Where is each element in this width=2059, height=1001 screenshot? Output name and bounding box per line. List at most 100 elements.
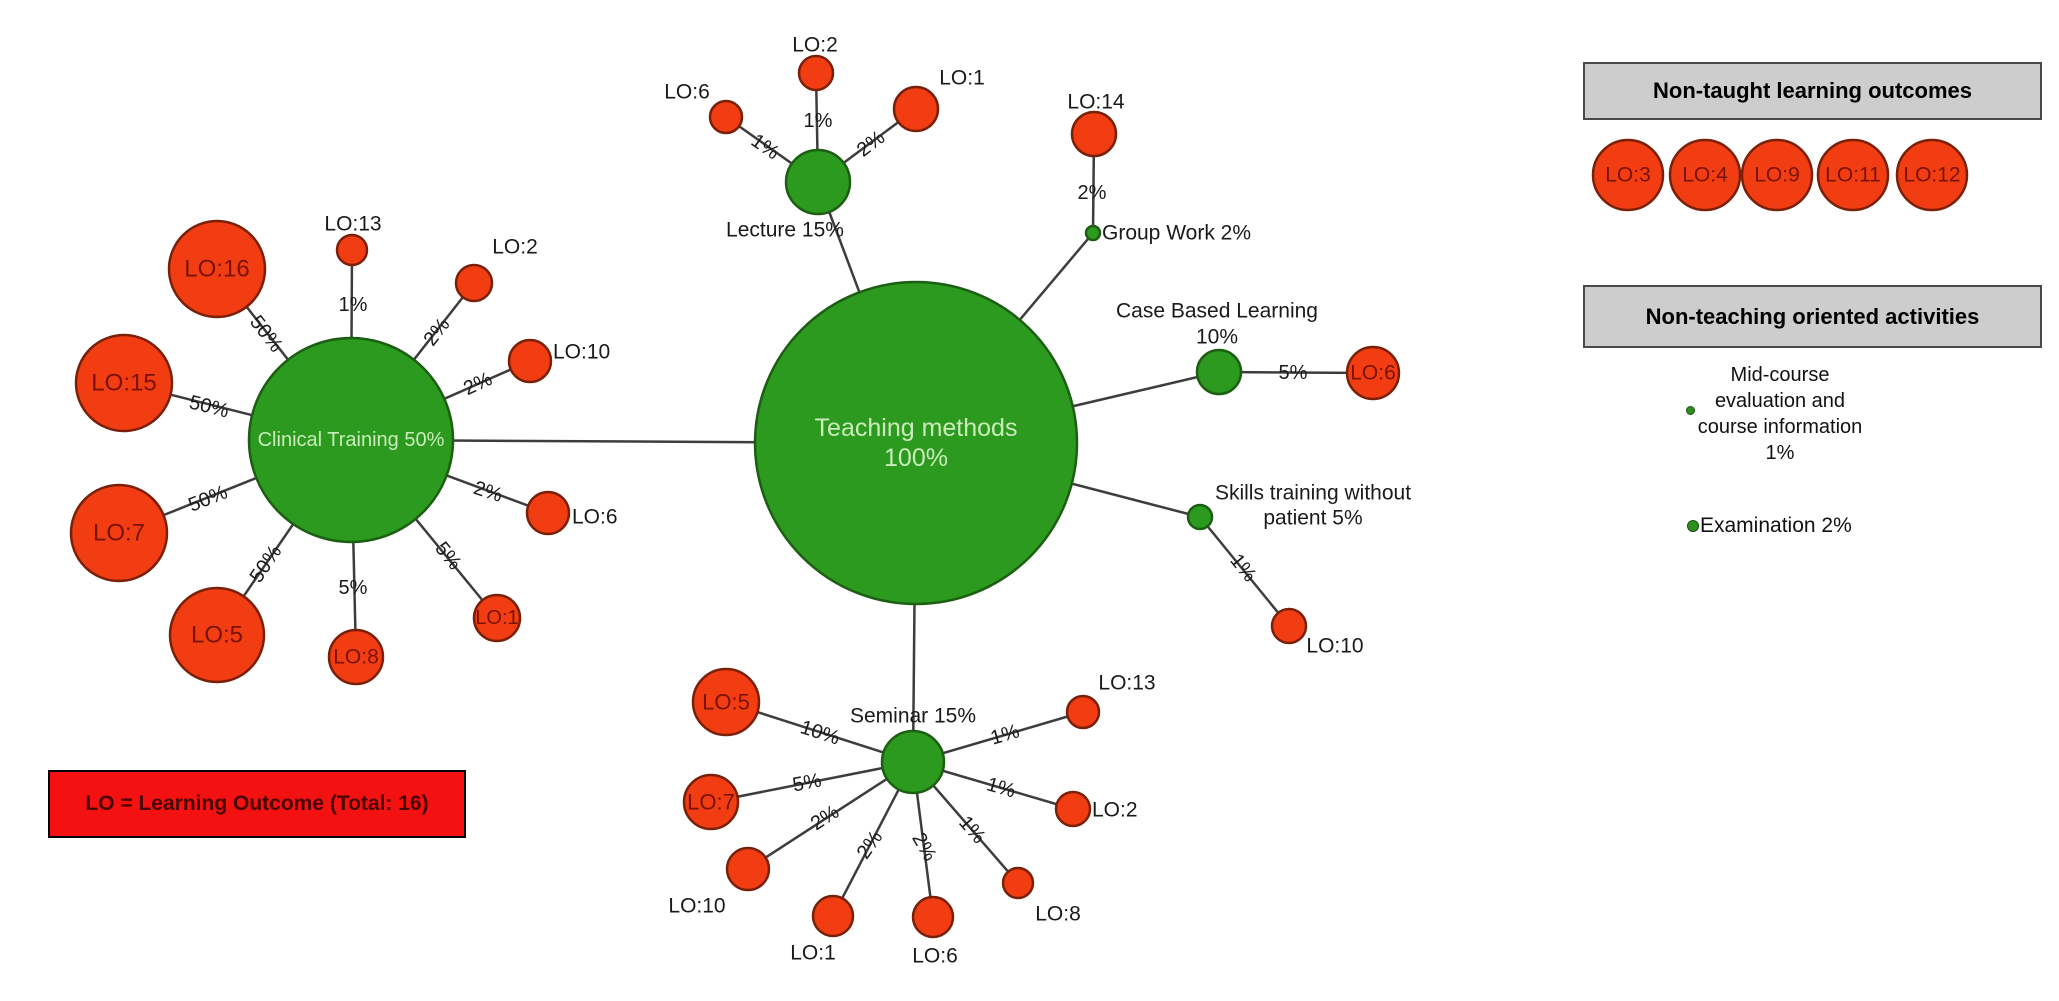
edge-percent-label-8: 50% [246, 541, 287, 587]
node-label-sem-lo13: LO:13 [1098, 672, 1155, 695]
examination-label: Examination 2% [1700, 514, 1852, 537]
node-label-gw-lo14: LO:14 [1067, 91, 1125, 114]
node-label-case-based-learning-line-0: Case Based Learning [1116, 300, 1318, 323]
node-skills-training [1186, 503, 1214, 531]
edge-percent-label-17: 5% [791, 769, 824, 796]
node-label-group-work: Group Work 2% [1102, 222, 1251, 245]
node-label-case-based-learning-line-1: 10% [1196, 326, 1238, 349]
node-ct-lo1 [472, 593, 522, 643]
node-label-st-lo10: LO:10 [1306, 635, 1363, 658]
examination-note: Examination 2% [1687, 514, 1852, 538]
non-teaching-header-label: Non-teaching oriented activities [1645, 303, 1980, 329]
edge-percent-label-20: 2% [907, 829, 941, 865]
node-label-clinical-training: Clinical Training 50% [258, 429, 445, 451]
node-label-cbl-lo6: LO:6 [1350, 362, 1396, 385]
node-label-skills-training-line-0: Skills training without [1215, 482, 1411, 505]
node-sem-lo10 [725, 846, 771, 892]
node-sem-lo7 [682, 773, 740, 831]
node-sem-lo5 [691, 667, 761, 737]
node-ct-lo5 [168, 586, 266, 684]
node-label-ct-lo2: LO:2 [492, 236, 538, 259]
node-sem-lo6 [911, 895, 955, 939]
node-seminar [880, 729, 946, 795]
node-label-teaching-methods-line-0: Teaching methods [815, 414, 1018, 442]
node-nt-lo11 [1816, 138, 1890, 212]
edge-percent-label-22: 1% [984, 773, 1018, 802]
node-ct-lo7 [69, 483, 169, 583]
node-label-ct-lo15: LO:15 [91, 370, 156, 397]
node-nt-lo3 [1591, 138, 1665, 212]
midcourse-green-dot-icon [1686, 406, 1695, 415]
node-label-lecture: Lecture 15% [726, 219, 844, 242]
midcourse-line-3: course information [1697, 416, 1863, 438]
edge-line-21 [1199, 516, 1290, 627]
node-ct-lo16 [167, 219, 267, 319]
node-label-sem-lo10: LO:10 [668, 895, 725, 918]
edge-percent-label-4: 50% [187, 391, 231, 422]
edge-percent-label-1: 1% [339, 294, 368, 316]
edge-percent-label-23: 1% [988, 720, 1022, 749]
node-teaching-methods [753, 280, 1079, 606]
edge-percent-label-9: 5% [339, 577, 368, 599]
node-label-ct-lo13: LO:13 [324, 213, 381, 236]
node-sem-lo1 [811, 894, 855, 938]
node-lecture [784, 148, 852, 216]
midcourse-note: Mid-course evaluation and course informa… [1655, 362, 1905, 466]
node-case-based-learning [1195, 348, 1243, 396]
node-label-lec-lo6: LO:6 [664, 81, 710, 104]
node-group-work [1084, 224, 1102, 242]
node-nt-lo12 [1895, 138, 1969, 212]
node-label-sem-lo1: LO:1 [790, 942, 836, 965]
node-ct-lo2 [454, 263, 494, 303]
node-label-nt-lo9: LO:9 [1754, 164, 1800, 187]
edge-percent-label-5: 2% [471, 477, 505, 507]
node-label-seminar: Seminar 15% [850, 705, 976, 728]
node-label-sem-lo8: LO:8 [1035, 903, 1081, 926]
midcourse-line-2: evaluation and [1714, 390, 1846, 412]
node-lec-lo6 [708, 99, 744, 135]
examination-green-dot-icon [1687, 520, 1699, 532]
node-label-ct-lo16: LO:16 [184, 256, 249, 283]
node-label-skills-training-line-1: patient 5% [1263, 507, 1362, 530]
node-label-lec-lo2: LO:2 [792, 34, 838, 57]
node-ct-lo8 [327, 628, 385, 686]
node-label-ct-lo7: LO:7 [93, 520, 145, 547]
node-lec-lo2 [797, 54, 835, 92]
node-label-sem-lo6: LO:6 [912, 945, 958, 968]
node-nt-lo4 [1668, 138, 1742, 212]
edge-percent-label-6: 50% [185, 481, 231, 516]
edge-percent-label-3: 2% [460, 368, 496, 400]
node-ct-lo15 [74, 333, 174, 433]
node-sem-lo8 [1001, 866, 1035, 900]
non-taught-header: Non-taught learning outcomes [1583, 62, 2042, 120]
node-label-ct-lo5: LO:5 [191, 622, 243, 649]
node-clinical-training [247, 336, 455, 544]
node-label-ct-lo6: LO:6 [572, 506, 618, 529]
node-label-sem-lo5: LO:5 [702, 690, 750, 715]
node-lec-lo1 [892, 85, 940, 133]
node-ct-lo6 [525, 490, 571, 536]
node-label-teaching-methods-line-1: 100% [884, 444, 948, 472]
edge-percent-label-18: 2% [807, 801, 843, 835]
node-label-nt-lo11: LO:11 [1825, 164, 1881, 187]
node-label-nt-lo4: LO:4 [1682, 164, 1728, 187]
node-label-ct-lo8: LO:8 [333, 646, 379, 669]
edge-percent-label-14: 5% [1279, 362, 1308, 384]
node-label-nt-lo3: LO:3 [1605, 164, 1651, 187]
node-label-ct-lo1: LO:1 [475, 607, 518, 629]
node-label-ct-lo10: LO:10 [553, 341, 610, 364]
non-taught-header-label: Non-taught learning outcomes [1653, 78, 1972, 103]
node-st-lo10 [1270, 607, 1308, 645]
node-label-sem-lo7: LO:7 [687, 790, 735, 815]
edge-percent-label-11: 1% [804, 110, 833, 132]
lo-abbreviation-legend-label: LO = Learning Outcome (Total: 16) [85, 792, 429, 815]
edge-percent-label-13: 2% [1078, 182, 1107, 204]
node-label-lec-lo1: LO:1 [939, 67, 985, 90]
node-cbl-lo6 [1345, 345, 1401, 401]
midcourse-line-4: 1% [1765, 442, 1795, 464]
midcourse-line-1: Mid-course [1730, 364, 1830, 386]
node-ct-lo10 [507, 338, 553, 384]
edge-percent-label-16: 10% [798, 716, 843, 749]
